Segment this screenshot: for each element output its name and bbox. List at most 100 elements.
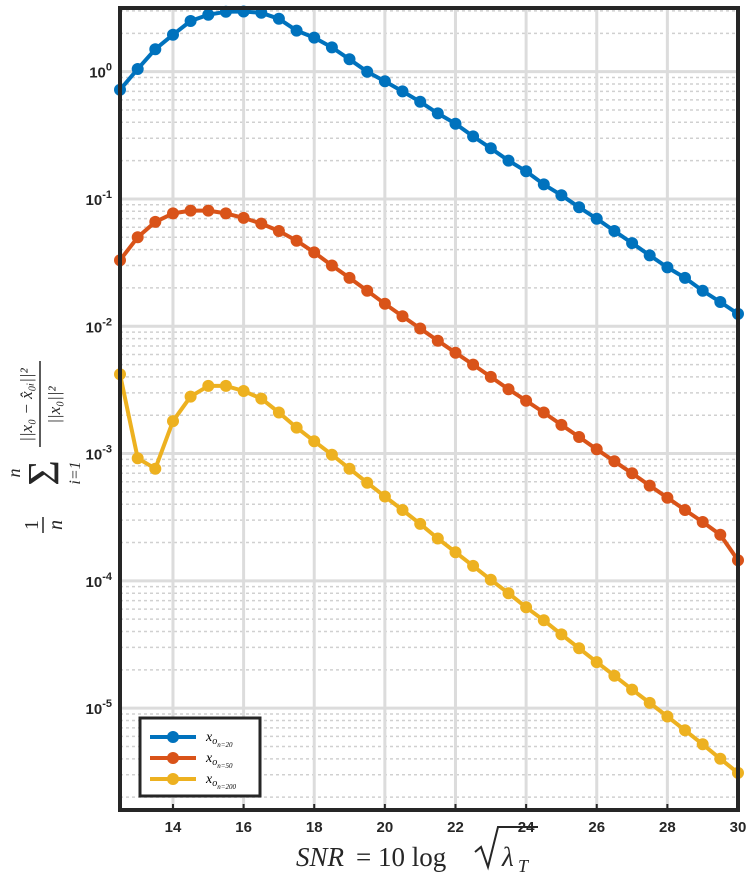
data-point	[290, 234, 303, 247]
data-point	[149, 462, 162, 475]
x-tick-label: 22	[447, 819, 464, 836]
data-point	[608, 225, 621, 237]
svg-text:λ: λ	[501, 842, 514, 872]
data-point	[325, 448, 338, 461]
data-point	[167, 415, 179, 428]
data-point	[184, 15, 197, 27]
data-point	[149, 43, 162, 56]
data-point	[343, 271, 356, 284]
data-point	[467, 358, 480, 371]
data-point	[590, 212, 603, 225]
y-tick-label: 10-2	[86, 316, 112, 336]
svg-text:||x₀||²: ||x₀||²	[45, 385, 64, 423]
data-point	[484, 142, 497, 155]
x-tick-label: 14	[165, 819, 182, 836]
data-point	[449, 546, 462, 559]
data-point	[573, 431, 586, 443]
data-point	[237, 211, 250, 224]
data-point	[219, 207, 232, 220]
data-point	[343, 53, 356, 66]
data-point	[643, 696, 656, 709]
data-point	[608, 669, 621, 682]
legend-label: xon=200	[205, 772, 236, 791]
legend-swatch-marker	[167, 752, 179, 764]
data-point	[555, 628, 568, 641]
data-point	[414, 517, 427, 530]
data-point	[237, 385, 250, 397]
svg-text:n: n	[45, 520, 67, 530]
svg-text:= 10 log: = 10 log	[356, 842, 446, 872]
data-point	[502, 587, 515, 600]
data-point	[573, 201, 586, 214]
legend-label: xon=50	[205, 751, 233, 770]
data-point	[626, 237, 639, 250]
data-point	[361, 476, 374, 489]
data-point	[449, 346, 462, 359]
x-tick-label: 16	[235, 819, 252, 836]
data-point	[573, 642, 586, 655]
legend-swatch-marker	[167, 731, 179, 743]
data-point	[537, 614, 550, 627]
data-point	[679, 504, 691, 516]
data-point	[661, 491, 674, 504]
data-point	[414, 95, 427, 108]
data-point	[308, 246, 321, 259]
data-point	[502, 383, 515, 396]
series-3	[114, 368, 744, 779]
data-point	[255, 392, 268, 405]
data-point	[202, 379, 215, 392]
data-point	[537, 406, 550, 419]
data-point	[467, 559, 480, 572]
data-point	[661, 261, 674, 274]
data-point	[149, 215, 162, 228]
data-point	[184, 390, 197, 403]
data-point	[626, 467, 639, 480]
data-point	[325, 41, 338, 54]
svg-text:T: T	[518, 856, 530, 876]
legend-item: xon=200	[150, 772, 236, 791]
y-axis-label: 1 n n Σ i=1 ||x₀ − x̂₀ᵢ||² ||x₀||²	[4, 361, 84, 533]
legend-item: xon=50	[150, 751, 233, 770]
data-point	[378, 75, 391, 88]
legend-item: xon=20	[150, 730, 233, 749]
legend-label: xon=20	[205, 730, 233, 749]
data-point	[696, 284, 709, 297]
data-point	[272, 12, 285, 25]
svg-text:n: n	[4, 469, 24, 478]
legend: xon=20 xon=50 xon=200	[138, 716, 262, 798]
data-point	[590, 443, 603, 456]
data-point	[131, 63, 144, 75]
y-tick-labels: 100 10-1 10-2 10-3 10-4 10-5	[86, 62, 113, 719]
svg-text:Σ: Σ	[19, 460, 68, 486]
data-point	[467, 130, 480, 143]
data-point	[378, 490, 391, 503]
series-1	[114, 5, 744, 320]
y-tick-label: 10-3	[86, 444, 112, 464]
data-point	[325, 259, 338, 272]
data-point	[714, 528, 727, 541]
data-point	[308, 31, 321, 44]
data-point	[714, 296, 727, 308]
data-point	[361, 284, 374, 297]
data-point	[661, 710, 674, 723]
x-tick-label: 28	[659, 819, 676, 836]
data-point	[696, 516, 709, 528]
data-point	[272, 406, 285, 419]
data-point	[590, 656, 603, 669]
x-tick-label: 26	[588, 819, 605, 836]
y-tick-label: 10-5	[86, 698, 112, 718]
data-point	[484, 573, 497, 586]
y-tick-label: 10-4	[86, 571, 113, 591]
plot-area	[120, 8, 738, 810]
data-point	[449, 117, 462, 130]
x-tick-label: 18	[306, 819, 323, 836]
data-point	[520, 165, 533, 178]
data-point	[361, 65, 374, 78]
data-point	[714, 752, 727, 765]
svg-text:||x₀ − x̂₀ᵢ||²: ||x₀ − x̂₀ᵢ||²	[17, 367, 36, 441]
data-point	[184, 204, 197, 217]
data-point	[167, 207, 179, 220]
data-point	[555, 418, 568, 431]
legend-swatch-marker	[167, 773, 179, 785]
